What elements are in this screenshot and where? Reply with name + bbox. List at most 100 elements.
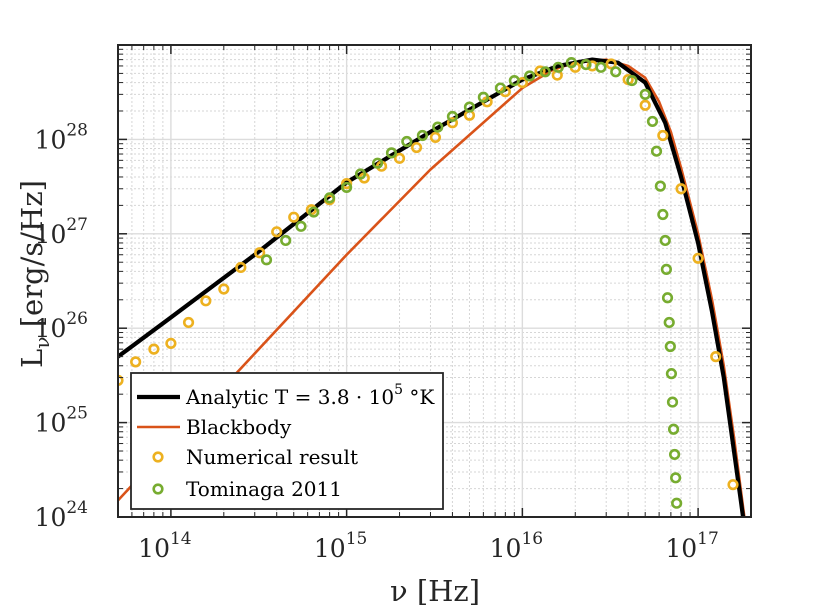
data-point-tominaga (664, 340, 676, 353)
x-tick-label: 1017 (665, 529, 718, 563)
data-point-tominaga (659, 234, 671, 247)
x-tick-label-base: 10 (138, 534, 170, 563)
data-point-numerical (534, 65, 546, 77)
data-point-tominaga (477, 91, 489, 103)
data-point-tominaga (666, 396, 679, 408)
y-axis-label: Lν [erg/s/Hz] (15, 180, 54, 368)
data-point-tominaga (595, 61, 607, 73)
y-tick-label-exponent: 28 (66, 120, 88, 140)
data-point-numerical (675, 183, 687, 195)
x-tick-label-base: 10 (314, 534, 346, 563)
legend-label-text: Tominaga 2011 (186, 477, 342, 501)
data-point-tominaga (416, 129, 429, 142)
data-point-tominaga (661, 292, 674, 304)
data-point-tominaga (646, 115, 659, 128)
data-point-numerical (710, 351, 722, 363)
data-point-tominaga (626, 74, 638, 87)
legend-label-text: Analytic T = 3.8 · 10 (185, 385, 394, 409)
legend-label-text: Numerical result (186, 445, 358, 469)
data-point-tominaga (654, 180, 666, 192)
x-tick-label: 1016 (490, 529, 543, 563)
legend-box (130, 372, 444, 510)
data-point-numerical (429, 131, 442, 143)
data-point-tominaga (660, 263, 672, 275)
y-tick-label-base: 10 (35, 314, 67, 343)
data-point-numerical (657, 129, 669, 142)
legend-label-numerical: Numerical result (186, 445, 358, 469)
data-point-numerical (727, 479, 739, 491)
data-point-numerical (200, 295, 212, 307)
y-tick-label-base: 10 (35, 220, 67, 249)
data-point-tominaga (524, 70, 536, 82)
y-tick-label-base: 10 (35, 409, 67, 438)
y-tick-label-exponent: 26 (66, 309, 88, 329)
data-point-tominaga (667, 423, 680, 435)
data-point-tominaga (385, 147, 398, 159)
data-point-tominaga (508, 74, 520, 87)
y-axis-label-sub: ν (30, 337, 54, 349)
data-point-tominaga (552, 61, 564, 73)
data-point-tominaga (670, 472, 682, 484)
legend-label-superscript: 5 (394, 382, 403, 398)
data-point-numerical (305, 204, 317, 216)
series-layer (118, 57, 746, 517)
y-tick-label: 1028 (35, 120, 88, 154)
data-point-numerical (692, 252, 704, 264)
data-point-numerical (605, 58, 617, 70)
data-point-tominaga (463, 101, 476, 113)
plot-frame (117, 44, 752, 518)
data-point-tominaga (308, 206, 320, 218)
data-point-tominaga (371, 157, 384, 169)
data-point-tominaga (650, 145, 663, 157)
data-point-numerical (639, 99, 651, 111)
y-tick-label: 1024 (35, 498, 88, 532)
data-point-numerical (235, 261, 247, 274)
data-point-tominaga (341, 181, 353, 194)
data-point-tominaga (494, 82, 507, 94)
x-tick-label-base: 10 (665, 534, 697, 563)
data-point-tominaga (280, 234, 292, 247)
series-clip-group (118, 57, 746, 517)
x-tick-label-exponent: 14 (170, 529, 192, 549)
data-point-tominaga (446, 110, 459, 123)
x-tick-label: 1014 (138, 529, 191, 563)
y-tick-label: 1027 (35, 215, 88, 249)
data-point-tominaga (657, 208, 669, 221)
data-point-numerical (341, 178, 353, 190)
data-point-numerical (410, 141, 423, 154)
legend-label-suffix: °K (403, 385, 435, 409)
data-point-numerical (165, 337, 177, 350)
data-point-tominaga (260, 254, 273, 266)
legend-marker-numerical (152, 451, 164, 463)
y-tick-label-exponent: 25 (66, 404, 88, 424)
data-point-numerical (130, 356, 142, 368)
data-point-tominaga (580, 58, 592, 71)
data-point-numerical (254, 247, 266, 259)
axes-box (117, 44, 752, 518)
y-axis-label-main: L (15, 349, 49, 368)
x-tick-label-base: 10 (490, 534, 522, 563)
data-point-numerical (218, 283, 230, 295)
data-point-numerical (393, 152, 406, 164)
data-point-tominaga (432, 121, 444, 133)
y-tick-label: 1026 (35, 309, 88, 343)
legend-label-tominaga: Tominaga 2011 (186, 477, 342, 501)
legend-label-blackbody: Blackbody (186, 415, 292, 439)
data-point-numerical (288, 211, 300, 223)
data-point-tominaga (665, 368, 678, 380)
data-point-numerical (271, 226, 283, 238)
legend-marker-tominaga (152, 483, 164, 495)
y-tick-label-base: 10 (35, 125, 67, 154)
data-point-numerical (118, 374, 124, 386)
data-point-tominaga (639, 88, 651, 100)
data-point-tominaga (354, 168, 367, 180)
data-point-tominaga (565, 57, 577, 69)
data-point-numerical (446, 117, 459, 129)
x-tick-labels: 1014 1015 1016 1017 (138, 529, 719, 563)
y-tick-label-base: 10 (35, 503, 67, 532)
data-point-numerical (148, 343, 160, 355)
x-tick-label: 1015 (314, 529, 367, 563)
y-tick-label: 1025 (35, 404, 88, 438)
x-tick-label-exponent: 16 (521, 529, 543, 549)
data-point-numerical (182, 316, 195, 329)
